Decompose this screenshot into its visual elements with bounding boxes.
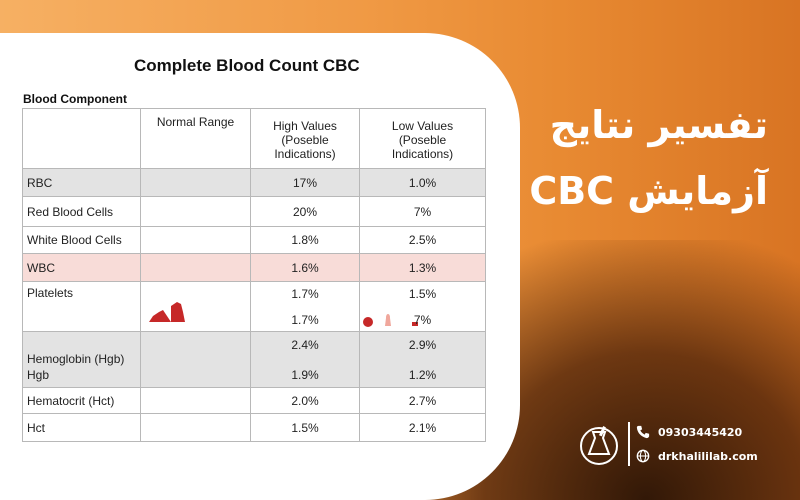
table-row: Hemoglobin (Hgb) Hgb 2.4% 1.9% 2.9% 1.2% <box>22 331 486 388</box>
header-low-values: Low Values (Poseble Indications) <box>359 108 486 169</box>
row-normal <box>140 226 251 254</box>
row-normal <box>140 387 251 414</box>
section-label: Blood Component <box>23 92 127 106</box>
row-high-b: 1.7% <box>291 313 319 327</box>
row-name: White Blood Cells <box>22 226 141 254</box>
headline-line1: تفسیر نتایج <box>549 103 768 147</box>
header-component <box>22 108 141 169</box>
row-low: 2.1% <box>359 413 486 442</box>
row-name: Red Blood Cells <box>22 196 141 227</box>
row-name-b: Hgb <box>27 367 50 382</box>
row-low: 2.7% <box>359 387 486 414</box>
row-low: 7% <box>359 196 486 227</box>
website-link[interactable]: drkhalililab.com <box>658 449 758 463</box>
row-normal <box>140 168 251 197</box>
row-name: WBC <box>22 253 141 282</box>
phone-number[interactable]: 09303445420 <box>658 425 743 439</box>
table-row: Hct 1.5% 2.1% <box>22 413 486 442</box>
header-low-line3: Indications) <box>391 147 454 161</box>
contact-divider <box>628 422 630 466</box>
header-normal-label: Normal Range <box>156 115 235 129</box>
row-normal <box>140 253 251 282</box>
header-normal-range: Normal Range <box>140 108 251 169</box>
header-high-line2: (Poseble <box>281 133 329 147</box>
row-name-pair: Hemoglobin (Hgb) Hgb <box>22 331 141 388</box>
row-high: 20% <box>250 196 360 227</box>
globe-icon <box>636 449 650 463</box>
row-low: 1.3% <box>359 253 486 282</box>
row-high: 17% <box>250 168 360 197</box>
row-name: Hematocrit (Hct) <box>22 387 141 414</box>
header-low-line1: Low Values <box>391 119 454 133</box>
row-high: 1.8% <box>250 226 360 254</box>
row-name: Hemoglobin (Hgb) <box>27 351 125 366</box>
phone-row: 09303445420 <box>636 420 758 444</box>
blood-drops-icon <box>363 314 418 327</box>
row-low-pair: 2.9% 1.2% <box>359 331 486 388</box>
row-name: RBC <box>22 168 141 197</box>
website-row: drkhalililab.com <box>636 444 758 468</box>
table-row: WBC 1.6% 1.3% <box>22 253 486 282</box>
row-normal <box>140 281 251 332</box>
row-low-b: 7% <box>413 313 432 327</box>
row-low-b: 1.2% <box>408 368 437 382</box>
row-low: 1.5% <box>408 287 437 301</box>
row-high-pair: 1.7% 1.7% <box>250 281 360 332</box>
row-high: 2.0% <box>250 387 360 414</box>
table-row: White Blood Cells 1.8% 2.5% <box>22 226 486 254</box>
row-low: 1.0% <box>359 168 486 197</box>
blood-bars-icon <box>149 302 185 322</box>
row-name: Hct <box>22 413 141 442</box>
row-low-pair: 1.5% 7% <box>359 281 486 332</box>
row-normal <box>140 331 251 388</box>
header-high-line3: Indications) <box>274 147 336 161</box>
header-high-line1: High Values <box>273 119 337 133</box>
table-header-row: Normal Range High Values (Poseble Indica… <box>22 108 486 169</box>
contact-block: 09303445420 drkhalililab.com <box>636 420 758 468</box>
row-high: 1.6% <box>250 253 360 282</box>
page-title: Complete Blood Count CBC <box>134 56 360 75</box>
row-high-pair: 2.4% 1.9% <box>250 331 360 388</box>
row-high: 1.7% <box>291 287 319 301</box>
row-name: Platelets <box>22 281 141 332</box>
row-high: 2.4% <box>291 338 319 352</box>
cbc-table: Normal Range High Values (Poseble Indica… <box>22 108 486 442</box>
row-normal <box>140 196 251 227</box>
header-low-line2: (Poseble <box>398 133 447 147</box>
table-row: Hematocrit (Hct) 2.0% 2.7% <box>22 387 486 414</box>
header-high-values: High Values (Poseble Indications) <box>250 108 360 169</box>
table-row: RBC 17% 1.0% <box>22 168 486 197</box>
row-low: 2.5% <box>359 226 486 254</box>
row-normal <box>140 413 251 442</box>
row-high-b: 1.9% <box>291 368 319 382</box>
phone-icon <box>636 425 650 439</box>
table-row: Platelets 1.7% 1.7% 1.5% 7% <box>22 281 486 332</box>
table-row: Red Blood Cells 20% 7% <box>22 196 486 227</box>
row-low: 2.9% <box>408 338 437 352</box>
lab-logo <box>580 426 618 465</box>
headline: تفسیر نتایج آزمایش CBC <box>529 92 768 224</box>
row-high: 1.5% <box>250 413 360 442</box>
headline-line2: آزمایش CBC <box>529 169 768 213</box>
